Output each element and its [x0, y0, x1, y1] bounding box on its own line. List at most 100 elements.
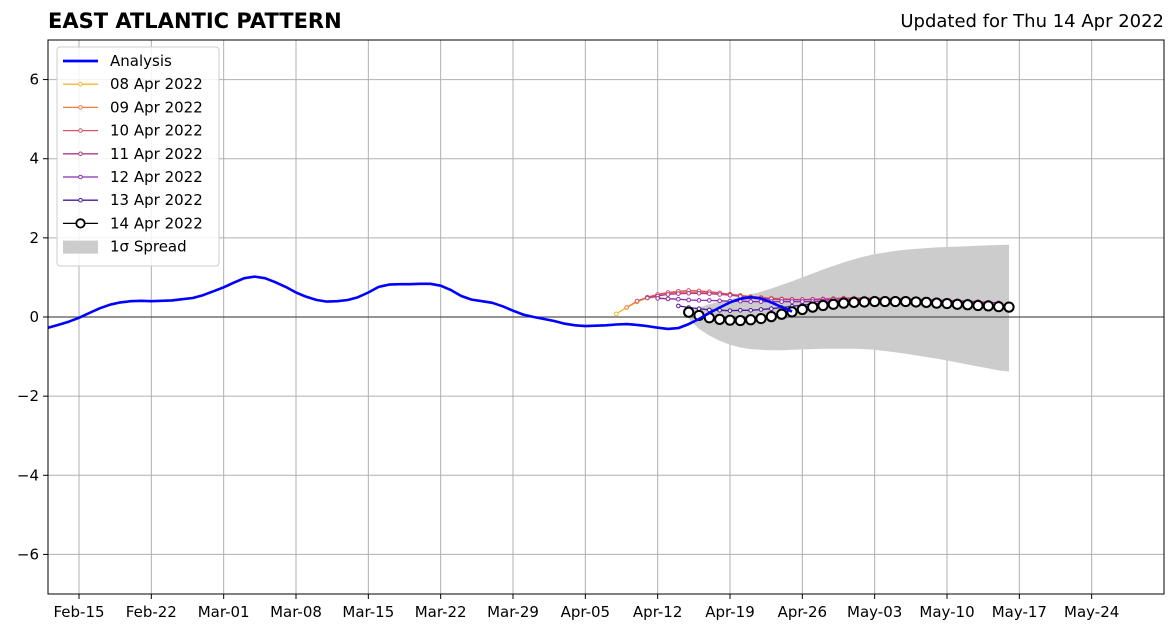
x-tick-label: May-17 — [992, 603, 1047, 621]
legend-entry: 11 Apr 2022 — [63, 145, 203, 163]
legend-swatch — [63, 240, 98, 254]
series-point — [748, 307, 753, 313]
legend-marker — [78, 105, 83, 110]
x-tick-label: May-24 — [1064, 603, 1119, 621]
forecast-point — [765, 311, 777, 323]
grid-lines — [48, 40, 1164, 594]
forecast-point — [807, 301, 819, 313]
series-point — [645, 295, 650, 301]
series-point — [748, 299, 753, 304]
forecast-point — [745, 314, 757, 326]
spread-band — [688, 244, 1009, 372]
series-point — [696, 298, 702, 303]
x-tick-label: Mar-01 — [198, 603, 250, 621]
legend-label: 11 Apr 2022 — [110, 145, 203, 163]
forecast-point — [910, 296, 922, 308]
x-tick-label: Feb-22 — [126, 603, 177, 621]
legend-entry: 09 Apr 2022 — [63, 98, 203, 116]
x-tick-label: May-03 — [847, 603, 902, 621]
legend-box — [56, 46, 220, 267]
legend-label: Analysis — [110, 52, 172, 70]
series-point — [624, 305, 629, 310]
forecast-point — [962, 299, 974, 311]
series-point — [676, 291, 681, 296]
forecast-point — [972, 299, 984, 312]
forecast-point — [724, 314, 736, 326]
legend-entry: 08 Apr 2022 — [63, 75, 203, 93]
forecast-point — [786, 306, 798, 318]
series-point — [696, 290, 702, 296]
y-tick-label: −6 — [17, 545, 39, 563]
series-point — [707, 291, 712, 296]
forecast-point — [838, 297, 850, 309]
forecast-point — [982, 300, 994, 312]
forecast-point — [951, 298, 963, 310]
legend-label: 08 Apr 2022 — [110, 75, 203, 93]
x-tick-label: Mar-08 — [270, 603, 322, 621]
legend-entry: 1σ Spread — [63, 238, 187, 256]
series-point — [758, 307, 764, 312]
legend-entry: 14 Apr 2022 — [63, 214, 203, 232]
spread-area — [688, 244, 1009, 372]
series-point — [655, 296, 660, 301]
forecast-point — [714, 313, 726, 325]
forecast-point — [755, 312, 767, 325]
series-point — [769, 306, 774, 311]
series-point — [686, 297, 691, 303]
forecast-point — [920, 296, 932, 308]
forecast-point — [848, 296, 860, 308]
x-axis-ticks: Feb-15 Feb-22 Mar-01 Mar-08 Mar-15 Mar-22 Mar-… — [53, 594, 1119, 621]
series-point — [738, 307, 743, 313]
legend-entry: 13 Apr 2022 — [63, 191, 203, 209]
legend-marker — [78, 197, 83, 203]
analysis-line — [47, 275, 793, 331]
y-tick-label: 4 — [29, 150, 39, 168]
forecast-point — [931, 297, 943, 309]
forecast-point — [683, 306, 695, 318]
series-point — [789, 299, 795, 304]
forecast-point — [734, 314, 746, 327]
series-point — [614, 311, 619, 317]
legend-marker — [75, 218, 86, 229]
legend-label: 12 Apr 2022 — [110, 168, 203, 186]
analysis-series-line — [47, 275, 793, 331]
forecast-point — [817, 299, 829, 312]
x-tick-label: May-10 — [919, 603, 974, 621]
forecast-point — [879, 295, 891, 308]
y-tick-label: −4 — [17, 466, 39, 484]
x-tick-label: Feb-15 — [53, 603, 104, 621]
series-point — [686, 290, 691, 296]
x-tick-label: Apr-12 — [633, 603, 683, 621]
updated-date: Updated for Thu 14 Apr 2022 — [900, 11, 1164, 32]
forecast-point — [889, 295, 901, 308]
chart-title: EAST ATLANTIC PATTERN — [48, 9, 342, 33]
series-point — [758, 299, 764, 304]
y-tick-label: 0 — [29, 308, 39, 326]
legend-marker — [78, 81, 83, 87]
x-tick-label: Apr-19 — [705, 603, 755, 621]
forecast-point — [1003, 301, 1015, 313]
legend-marker — [78, 174, 83, 180]
x-tick-label: Mar-22 — [415, 603, 467, 621]
forecast-point — [796, 303, 808, 316]
forecast-point — [776, 308, 788, 320]
series-point — [727, 308, 733, 313]
legend-label: 14 Apr 2022 — [110, 214, 203, 232]
x-tick-label: Apr-26 — [778, 603, 828, 621]
series-point — [676, 303, 681, 309]
series-point — [727, 292, 733, 298]
legend-label: 13 Apr 2022 — [110, 191, 203, 209]
legend-label: 09 Apr 2022 — [110, 98, 203, 116]
series-point — [779, 299, 784, 304]
legend-entry: 12 Apr 2022 — [63, 168, 203, 186]
series-point — [800, 299, 805, 304]
x-tick-label: Apr-05 — [561, 603, 611, 621]
series-point — [717, 298, 722, 304]
legend-marker — [78, 128, 83, 133]
legend-entry: 10 Apr 2022 — [63, 122, 203, 140]
forecast-line — [683, 295, 1015, 327]
x-tick-label: Mar-29 — [487, 603, 539, 621]
y-tick-label: −2 — [17, 387, 39, 405]
forecast-point — [827, 298, 839, 310]
